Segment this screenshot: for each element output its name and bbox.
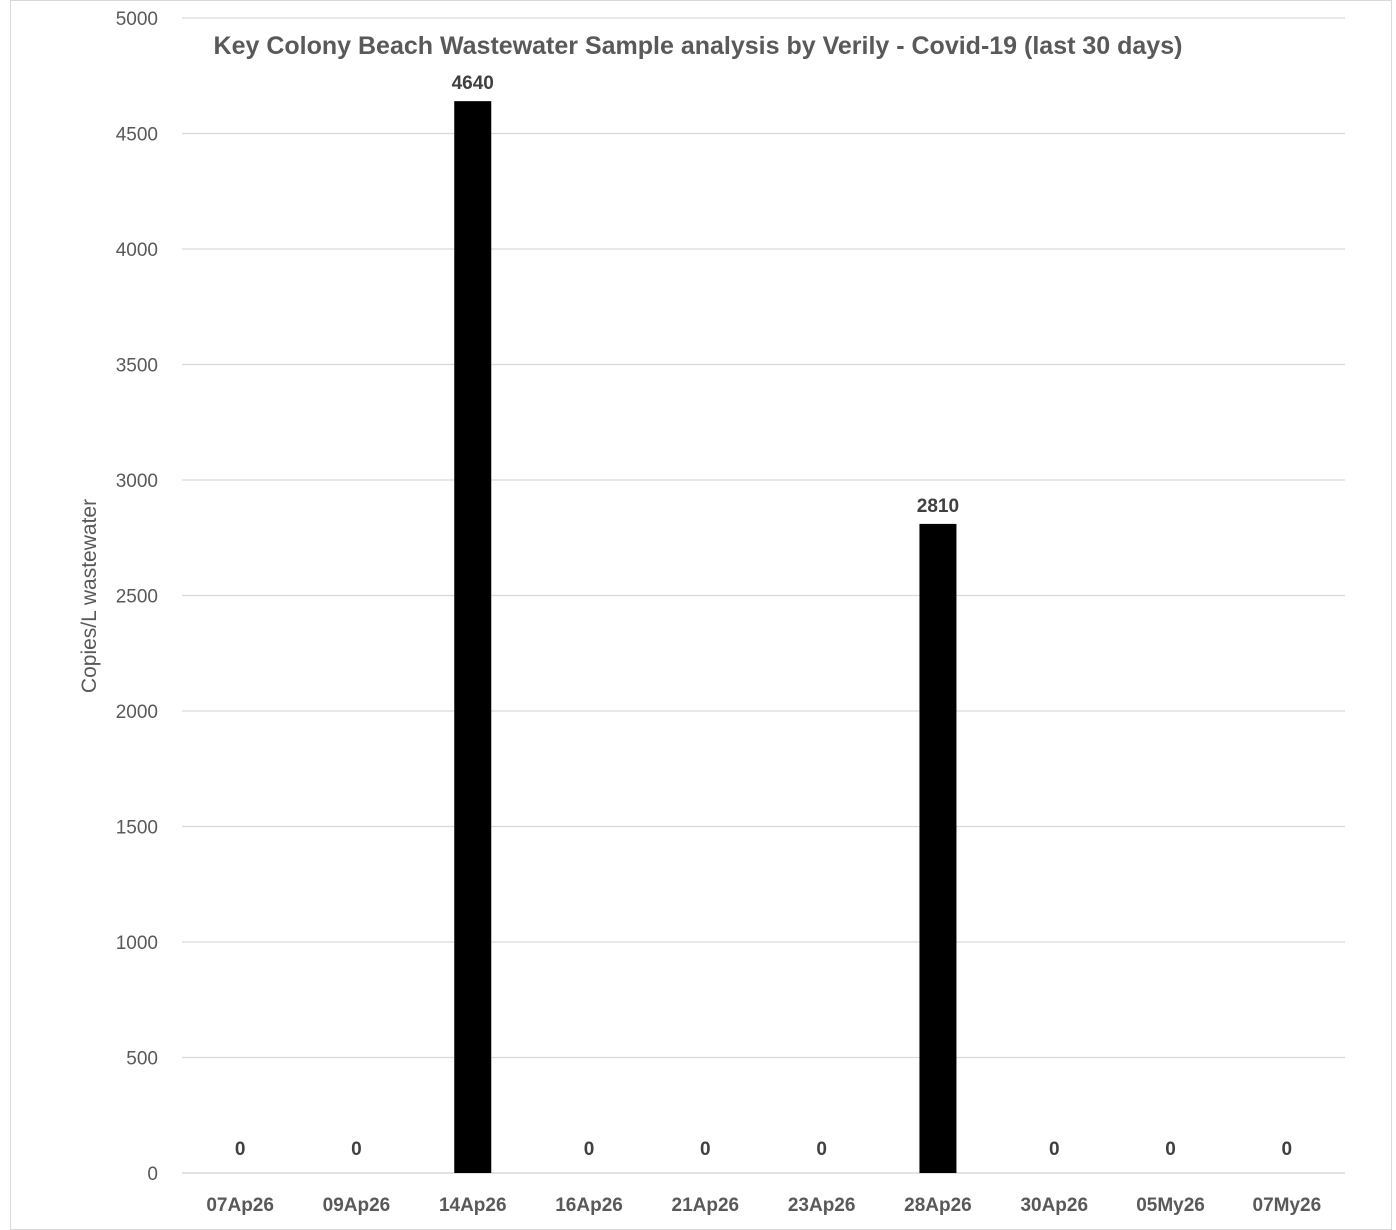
y-axis-ticks: 0 500 1000 1500 2000 2500 3000 3500 4000 4500 5000 [116,9,158,1185]
y-tick-label: 4000 [116,240,158,261]
chart-title: Key Colony Beach Wastewater Sample analy… [214,32,1183,60]
x-tick-label: 07Ap26 [206,1195,274,1216]
bar [454,101,492,1173]
x-tick-label: 23Ap26 [788,1195,856,1216]
bars [454,101,957,1173]
data-label: 0 [1282,1139,1293,1160]
data-label: 0 [351,1139,362,1160]
y-tick-label: 500 [126,1049,158,1070]
data-label: 2810 [917,496,959,517]
x-tick-label: 07My26 [1253,1195,1322,1216]
x-tick-label: 16Ap26 [555,1195,623,1216]
y-tick-label: 3000 [116,471,158,492]
bar [919,523,957,1173]
x-tick-label: 05My26 [1136,1195,1205,1216]
data-label: 0 [700,1139,711,1160]
y-tick-label: 5000 [116,9,158,30]
y-tick-label: 1000 [116,933,158,954]
data-label: 0 [1049,1139,1060,1160]
x-tick-label: 14Ap26 [439,1195,507,1216]
x-axis-ticks: 07Ap26 09Ap26 14Ap26 16Ap26 21Ap26 23Ap26 28Ap… [206,1195,1321,1216]
data-label: 0 [584,1139,595,1160]
data-label: 0 [235,1139,246,1160]
data-label: 4640 [452,73,494,94]
data-label: 0 [1165,1139,1176,1160]
x-tick-label: 21Ap26 [672,1195,740,1216]
x-tick-label: 09Ap26 [323,1195,391,1216]
gridlines [182,17,1345,1174]
y-tick-label: 1500 [116,818,158,839]
y-tick-label: 3500 [116,356,158,377]
x-tick-label: 30Ap26 [1020,1195,1088,1216]
y-tick-label: 2500 [116,587,158,608]
y-tick-label: 2000 [116,702,158,723]
data-label: 0 [816,1139,827,1160]
data-labels: 0 0 4640 0 0 0 2810 0 0 0 [235,73,1292,1160]
y-axis-label: Copies/L wastewater [78,499,101,693]
y-tick-label: 0 [147,1164,158,1185]
x-tick-label: 28Ap26 [904,1195,972,1216]
y-tick-label: 4500 [116,125,158,146]
